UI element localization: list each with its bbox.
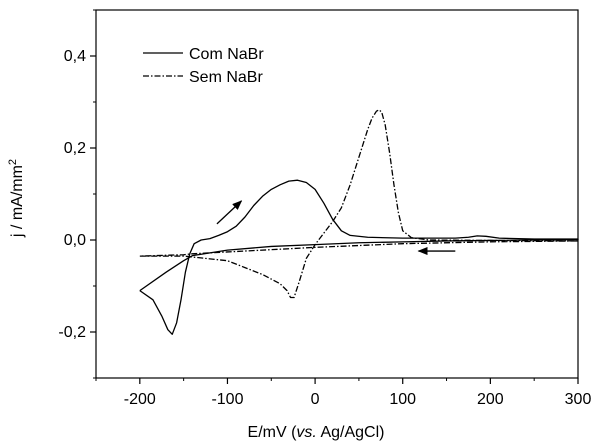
x-axis-label: E/mV (vs. Ag/AgCl) [248, 424, 385, 441]
x-tick-label: 0 [311, 391, 320, 408]
series-line-0 [139, 179, 579, 335]
legend-label-1: Sem NaBr [189, 69, 263, 86]
x-tick-label: 300 [565, 391, 592, 408]
scan-direction-arrow-up-right [216, 200, 243, 225]
x-tick-label: -200 [124, 391, 156, 408]
x-tick-label: 200 [477, 391, 504, 408]
legend-label-0: Com NaBr [189, 46, 264, 63]
x-tick-label: 100 [389, 391, 416, 408]
y-axis-label: j / mA/mm2 [7, 159, 26, 238]
plot-area [139, 109, 579, 335]
y-tick-label: 0,4 [64, 48, 86, 65]
plot-frame [95, 9, 579, 379]
y-tick-label: 0,0 [64, 232, 86, 249]
y-tick-label: -0,2 [58, 324, 86, 341]
series-line-1 [139, 109, 579, 299]
x-tick-label: -100 [211, 391, 243, 408]
legend: Com NaBr Sem NaBr [143, 46, 264, 86]
axes: -200 -100 0 100 200 300 -0,2 0,0 0,2 0,4 [58, 9, 592, 408]
y-tick-label: 0,2 [64, 140, 86, 157]
